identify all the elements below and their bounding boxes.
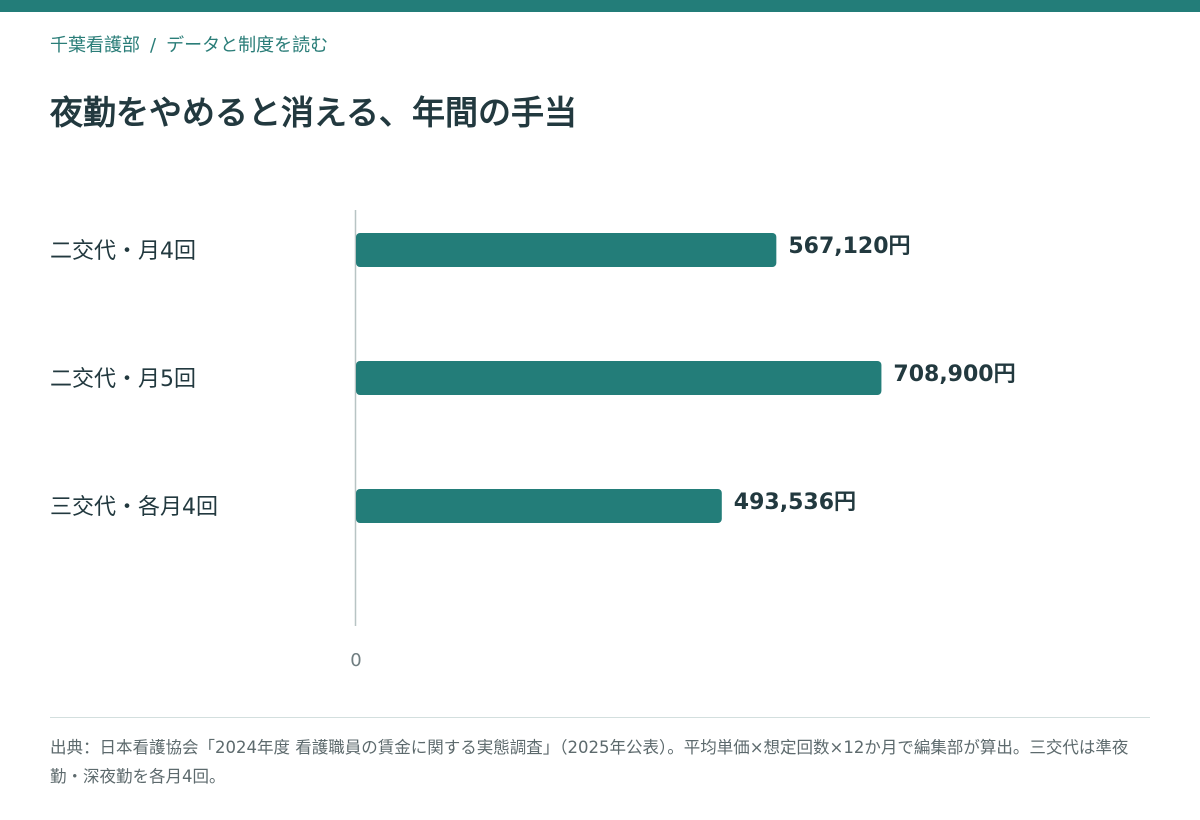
category-label: 二交代・月5回 <box>50 367 196 392</box>
breadcrumb-separator: / <box>150 35 157 56</box>
page-title: 夜勤をやめると消える、年間の手当 <box>50 93 578 132</box>
footnote-divider <box>50 717 1150 718</box>
value-label: 708,900円 <box>893 362 1015 387</box>
breadcrumb: 千葉看護部 / データと制度を読む <box>50 31 328 57</box>
breadcrumb-section-link[interactable]: データと制度を読む <box>166 35 329 56</box>
category-label: 二交代・月4回 <box>50 239 196 264</box>
bar <box>356 233 777 267</box>
category-label: 三交代・各月4回 <box>50 495 218 520</box>
source-footnote: 出典：日本看護協会「2024年度 看護職員の賃金に関する実態調査」（2025年公… <box>50 738 1129 786</box>
x-tick-label: 0 <box>350 650 361 671</box>
breadcrumb-site-link[interactable]: 千葉看護部 <box>50 35 140 56</box>
value-label: 567,120円 <box>788 234 910 259</box>
value-label: 493,536円 <box>734 490 856 515</box>
bar <box>356 361 882 395</box>
bar <box>356 489 722 523</box>
top-accent-bar <box>0 0 1200 12</box>
